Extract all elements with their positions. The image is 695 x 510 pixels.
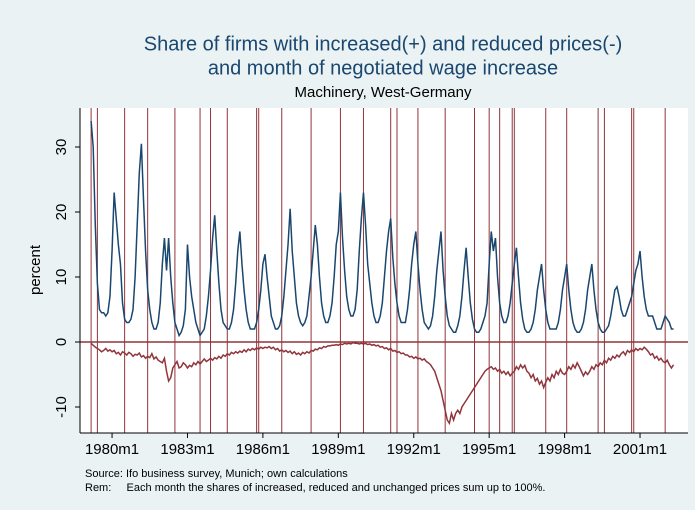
y-tick-label: -10 bbox=[53, 396, 70, 418]
x-tick-label: 1983m1 bbox=[160, 441, 214, 458]
y-tick-label: 20 bbox=[53, 204, 70, 221]
chart-title: and month of negotiated wage increase bbox=[208, 57, 558, 79]
note: Source: Ifo business survey, Munich; own… bbox=[85, 468, 348, 480]
x-tick-label: 1980m1 bbox=[85, 441, 139, 458]
series-line bbox=[90, 341, 675, 426]
x-tick-label: 1995m1 bbox=[462, 441, 516, 458]
series-line bbox=[90, 120, 674, 338]
x-tick-label: 1986m1 bbox=[236, 441, 290, 458]
y-tick-label: 10 bbox=[53, 269, 70, 286]
y-tick-label: 0 bbox=[53, 338, 70, 346]
x-tick-label: 1998m1 bbox=[537, 441, 591, 458]
x-tick-label: 1989m1 bbox=[311, 441, 365, 458]
chart-title: Share of firms with increased(+) and red… bbox=[144, 33, 623, 55]
chart-subtitle: Machinery, West-Germany bbox=[295, 84, 472, 101]
y-axis-label: percent bbox=[27, 244, 44, 295]
plot-area bbox=[80, 108, 688, 433]
y-tick-label: 30 bbox=[53, 139, 70, 156]
x-tick-label: 1992m1 bbox=[387, 441, 441, 458]
note: Rem: Each month the shares of increased,… bbox=[85, 482, 545, 494]
x-tick-label: 2001m1 bbox=[613, 441, 667, 458]
